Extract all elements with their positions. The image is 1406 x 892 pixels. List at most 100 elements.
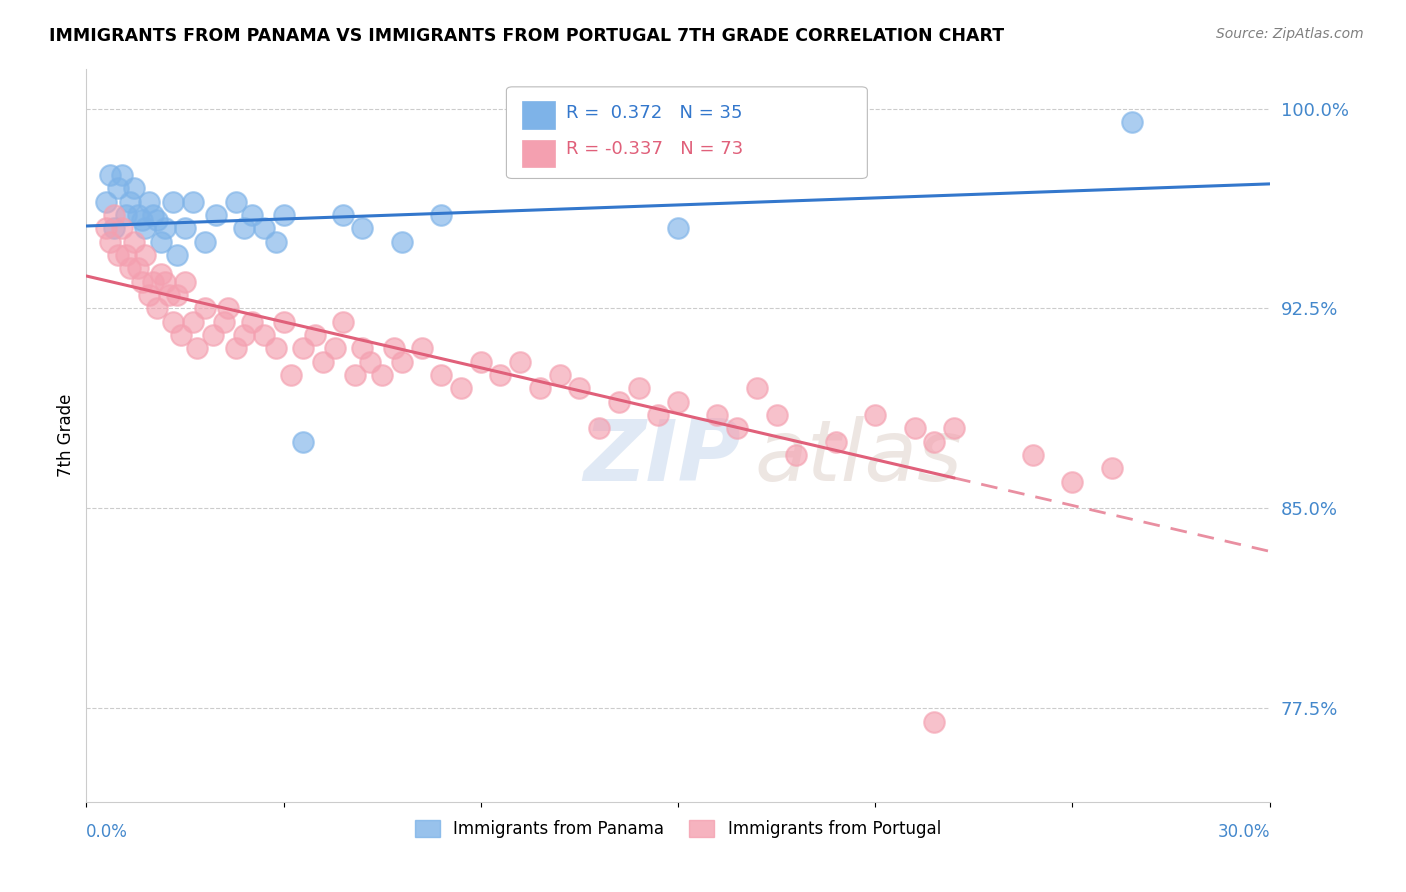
Point [240,315,263,329]
Point [157,288,180,302]
Point [142,208,165,222]
Point [194,235,217,249]
Point [323,342,346,356]
Point [470,355,492,369]
Point [111,168,134,182]
Point [292,342,315,356]
Point [607,394,630,409]
Point [170,328,193,343]
Bar [522,140,555,168]
Y-axis label: 7th Grade: 7th Grade [58,393,75,476]
Point [706,408,728,422]
Point [865,408,887,422]
Point [103,208,125,222]
Point [98,235,121,249]
Point [103,221,125,235]
Point [153,221,176,235]
Point [146,301,169,316]
Legend: Immigrants from Panama, Immigrants from Portugal: Immigrants from Panama, Immigrants from … [408,813,948,845]
Point [904,421,927,435]
Bar [522,101,555,128]
Point [153,275,176,289]
Point [142,275,165,289]
Point [122,181,145,195]
Point [94,194,117,209]
Point [111,221,134,235]
Point [114,248,136,262]
Point [131,213,153,227]
Text: ZIP: ZIP [583,416,741,499]
Point [824,434,846,449]
Point [273,315,295,329]
Point [1062,475,1084,489]
Point [430,368,453,382]
Point [529,381,551,395]
Point [174,221,197,235]
FancyBboxPatch shape [506,87,868,178]
Point [225,342,247,356]
Point [150,235,173,249]
Point [94,221,117,235]
Point [118,194,141,209]
Point [627,381,650,395]
Point [233,328,256,343]
Text: R =  0.372   N = 35: R = 0.372 N = 35 [565,103,742,121]
Point [371,368,394,382]
Text: 0.0%: 0.0% [86,823,128,841]
Point [568,381,591,395]
Point [131,275,153,289]
Point [233,221,256,235]
Point [391,235,413,249]
Point [359,355,381,369]
Point [127,261,149,276]
Text: 30.0%: 30.0% [1218,823,1270,841]
Point [240,208,263,222]
Point [509,355,531,369]
Point [118,261,141,276]
Point [332,315,354,329]
Point [292,434,315,449]
Point [1101,461,1123,475]
Point [146,213,169,227]
Point [194,301,217,316]
Point [588,421,610,435]
Point [214,315,236,329]
Point [343,368,366,382]
Point [162,315,184,329]
Point [924,714,946,729]
Point [352,342,374,356]
Point [264,235,287,249]
Point [312,355,335,369]
Point [304,328,326,343]
Point [253,221,276,235]
Text: atlas: atlas [755,416,963,499]
Point [107,181,129,195]
Point [217,301,239,316]
Point [273,208,295,222]
Point [745,381,768,395]
Point [666,394,689,409]
Point [166,248,188,262]
Point [785,448,807,462]
Point [181,315,204,329]
Point [134,221,156,235]
Point [138,194,160,209]
Point [186,342,208,356]
Point [666,221,689,235]
Point [332,208,354,222]
Text: Source: ZipAtlas.com: Source: ZipAtlas.com [1216,27,1364,41]
Point [1022,448,1045,462]
Point [162,194,184,209]
Point [450,381,472,395]
Point [924,434,946,449]
Point [264,342,287,356]
Point [280,368,302,382]
Point [489,368,512,382]
Point [98,168,121,182]
Point [122,235,145,249]
Text: R = -0.337   N = 73: R = -0.337 N = 73 [565,140,742,159]
Point [943,421,966,435]
Text: IMMIGRANTS FROM PANAMA VS IMMIGRANTS FROM PORTUGAL 7TH GRADE CORRELATION CHART: IMMIGRANTS FROM PANAMA VS IMMIGRANTS FRO… [49,27,1004,45]
Point [382,342,405,356]
Point [181,194,204,209]
